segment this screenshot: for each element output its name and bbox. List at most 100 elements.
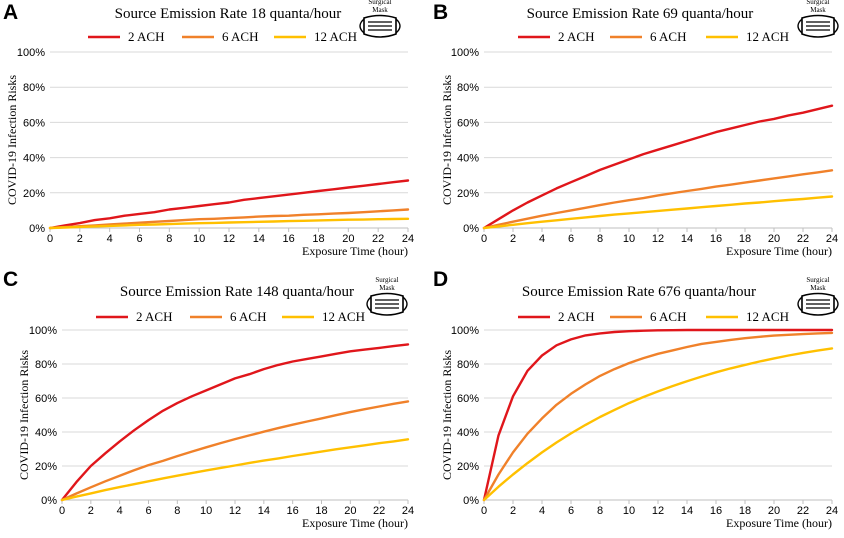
mask-ear-loop-left xyxy=(366,296,372,312)
x-tick-label: 24 xyxy=(826,505,838,517)
mask-ear-loop-right xyxy=(402,296,408,312)
y-tick-label: 80% xyxy=(35,359,57,371)
series-line-12-ach xyxy=(48,217,410,230)
legend-entry: 6 ACH xyxy=(222,29,258,44)
legend-entry: 12 ACH xyxy=(746,29,789,44)
mask-label-line2: Mask xyxy=(810,284,826,292)
y-tick-label: 20% xyxy=(457,188,479,200)
x-tick-label: 8 xyxy=(597,505,603,517)
x-tick-label: 4 xyxy=(117,505,123,517)
y-tick-label: 20% xyxy=(35,461,57,473)
panel-letter: C xyxy=(3,268,18,291)
y-tick-label: 100% xyxy=(451,47,479,59)
y-tick-label: 80% xyxy=(23,82,45,94)
chart-title: Source Emission Rate 18 quanta/hour xyxy=(115,6,342,22)
series-line-6-ach xyxy=(482,169,834,230)
series-line-6-ach xyxy=(60,400,410,502)
panel-letter: D xyxy=(433,268,448,291)
chart-panel-c: C Source Emission Rate 148 quanta/hour Sur… xyxy=(3,268,414,530)
series-line-12-ach xyxy=(482,195,834,230)
mask-ear-loop-right xyxy=(833,296,839,312)
y-tick-label: 80% xyxy=(457,82,479,94)
x-tick-label: 10 xyxy=(623,505,635,517)
x-tick-label: 18 xyxy=(312,233,324,245)
y-axis-label: COVID-19 Infection Risks xyxy=(440,75,454,205)
series-line-6-ach xyxy=(482,331,834,502)
x-tick-label: 2 xyxy=(510,233,516,245)
x-tick-label: 12 xyxy=(652,233,664,245)
x-tick-label: 2 xyxy=(88,505,94,517)
x-tick-label: 22 xyxy=(797,233,809,245)
mask-ear-loop-right xyxy=(395,18,401,34)
mask-ear-loop-left xyxy=(797,18,803,34)
y-tick-label: 0% xyxy=(41,495,57,507)
legend-entry: 2 ACH xyxy=(128,29,164,44)
x-tick-label: 10 xyxy=(200,505,212,517)
y-tick-label: 40% xyxy=(35,427,57,439)
y-tick-label: 0% xyxy=(29,223,45,235)
legend-entry: 6 ACH xyxy=(650,29,686,44)
x-tick-label: 18 xyxy=(739,505,751,517)
y-axis-label: COVID-19 Infection Risks xyxy=(5,75,19,205)
x-tick-label: 14 xyxy=(253,233,265,245)
x-tick-label: 14 xyxy=(681,233,693,245)
x-axis-label: Exposure Time (hour) xyxy=(302,516,408,530)
chart-panel-d: D Source Emission Rate 676 quanta/hour Sur… xyxy=(433,268,839,530)
y-tick-label: 60% xyxy=(457,393,479,405)
x-tick-label: 16 xyxy=(710,505,722,517)
x-tick-label: 0 xyxy=(59,505,65,517)
legend-entry: 2 ACH xyxy=(558,29,594,44)
mask-label-line2: Mask xyxy=(379,284,395,292)
y-tick-label: 40% xyxy=(457,153,479,165)
x-tick-label: 6 xyxy=(568,233,574,245)
x-tick-label: 8 xyxy=(166,233,172,245)
chart-title: Source Emission Rate 148 quanta/hour xyxy=(120,284,354,300)
x-tick-label: 2 xyxy=(510,505,516,517)
legend-entry: 6 ACH xyxy=(230,309,266,324)
legend-entry: 12 ACH xyxy=(746,309,789,324)
x-tick-label: 22 xyxy=(797,505,809,517)
x-tick-label: 0 xyxy=(481,233,487,245)
x-tick-label: 20 xyxy=(344,505,356,517)
panel-letter: A xyxy=(3,1,18,24)
x-tick-label: 8 xyxy=(597,233,603,245)
chart-panel-a: A Source Emission Rate 18 quanta/hour Surg… xyxy=(3,0,414,258)
chart-title: Source Emission Rate 69 quanta/hour xyxy=(527,6,754,22)
y-tick-label: 60% xyxy=(35,393,57,405)
x-tick-label: 12 xyxy=(223,233,235,245)
x-tick-label: 20 xyxy=(768,233,780,245)
mask-label-line2: Mask xyxy=(810,6,826,14)
x-tick-label: 12 xyxy=(229,505,241,517)
y-tick-label: 60% xyxy=(23,117,45,129)
series-line-2-ach xyxy=(48,179,410,230)
x-tick-label: 16 xyxy=(287,505,299,517)
y-axis-label: COVID-19 Infection Risks xyxy=(17,350,31,480)
panel-letter: B xyxy=(433,1,448,24)
x-tick-label: 0 xyxy=(47,233,53,245)
chart-title: Source Emission Rate 676 quanta/hour xyxy=(522,284,756,300)
x-tick-label: 2 xyxy=(77,233,83,245)
y-tick-label: 40% xyxy=(457,427,479,439)
x-tick-label: 4 xyxy=(107,233,113,245)
x-tick-label: 22 xyxy=(372,233,384,245)
x-tick-label: 16 xyxy=(710,233,722,245)
y-tick-label: 20% xyxy=(457,461,479,473)
y-tick-label: 60% xyxy=(457,117,479,129)
x-tick-label: 24 xyxy=(402,233,414,245)
x-tick-label: 6 xyxy=(568,505,574,517)
y-axis-label: COVID-19 Infection Risks xyxy=(440,350,454,480)
x-tick-label: 6 xyxy=(145,505,151,517)
x-tick-label: 4 xyxy=(539,505,545,517)
mask-label-line1: Surgical xyxy=(806,276,829,284)
mask-label-line1: Surgical xyxy=(806,0,829,6)
legend-entry: 6 ACH xyxy=(650,309,686,324)
mask-ear-loop-left xyxy=(797,296,803,312)
mask-label-line1: Surgical xyxy=(368,0,391,6)
x-tick-label: 18 xyxy=(739,233,751,245)
x-axis-label: Exposure Time (hour) xyxy=(302,244,408,258)
mask-ear-loop-left xyxy=(359,18,365,34)
